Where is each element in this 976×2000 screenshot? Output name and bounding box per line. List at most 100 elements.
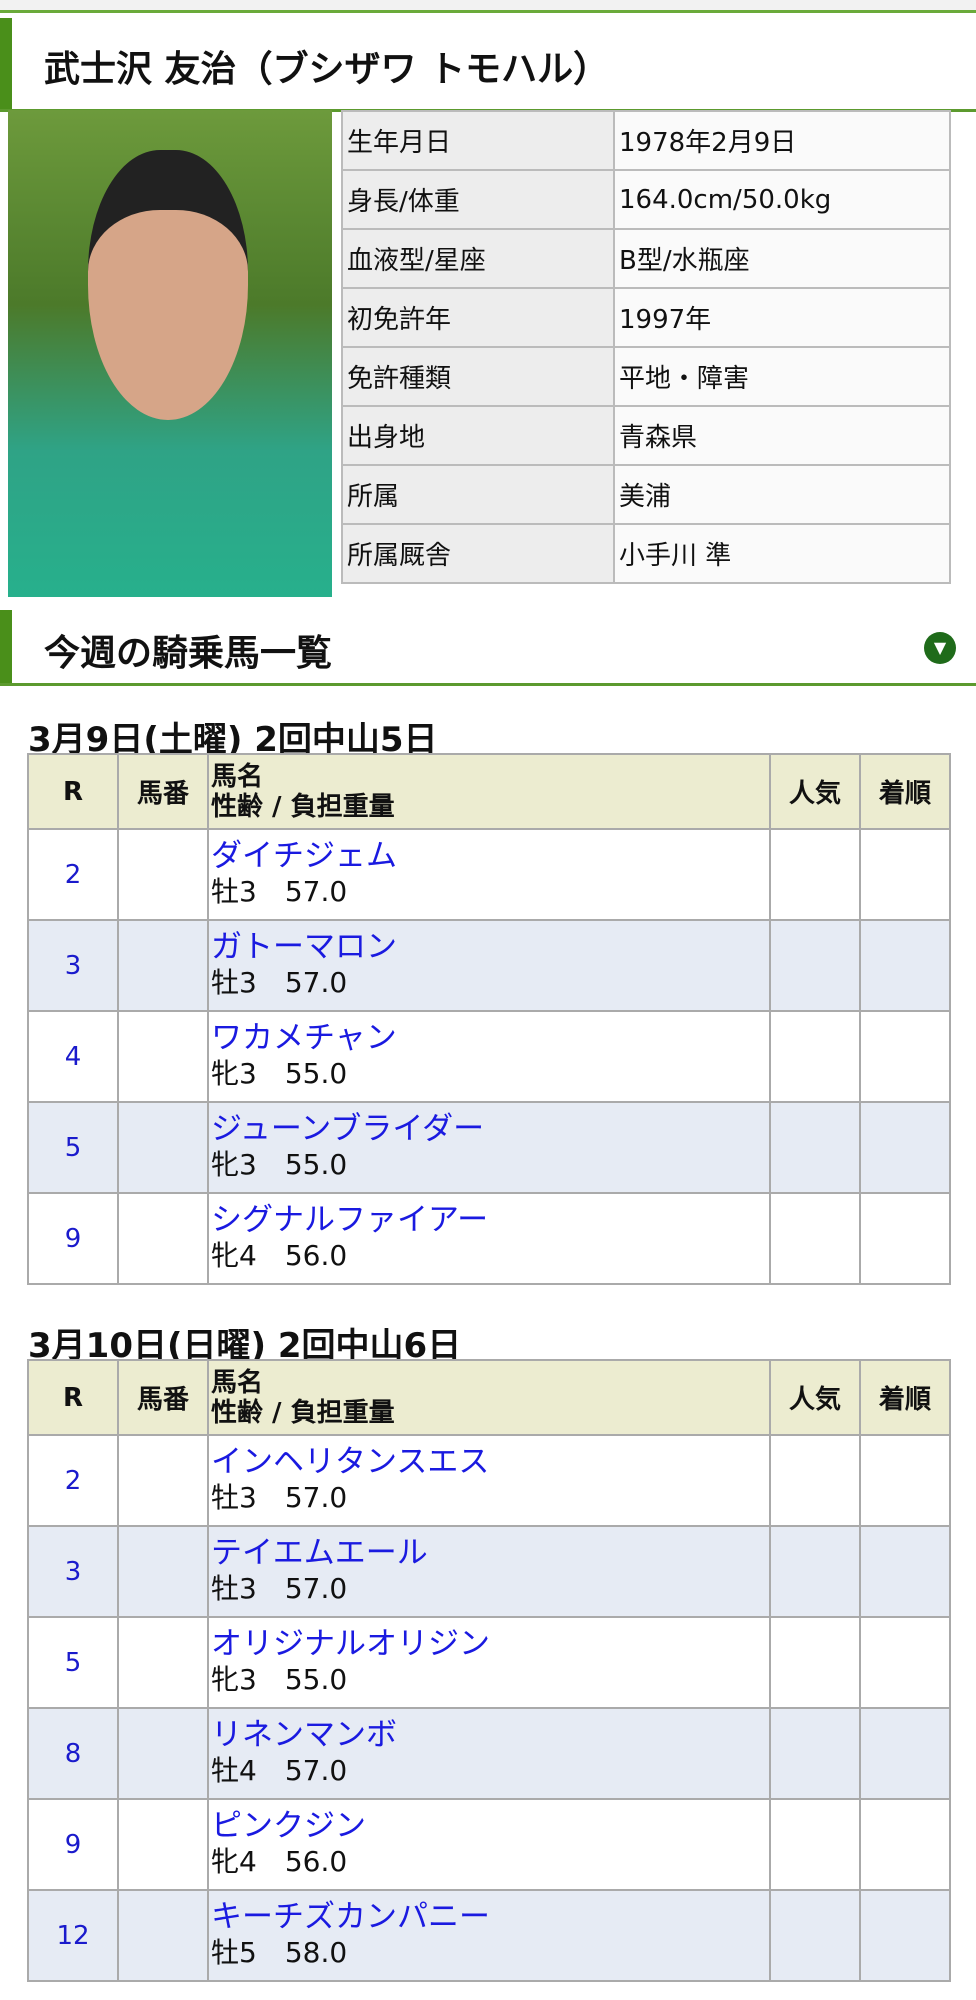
profile-label: 身長/体重: [341, 169, 615, 230]
horse-name-link[interactable]: オリジナルオリジン: [211, 1626, 490, 1662]
horse-number: [117, 919, 209, 1012]
header-accent: [0, 18, 12, 109]
profile-label: 所属: [341, 464, 615, 525]
horse-info: 牡4 57.0: [211, 1754, 348, 1787]
horse-info: 牝3 55.0: [211, 1057, 348, 1090]
horse-info: 牝3 55.0: [211, 1148, 348, 1181]
col-order: 着順: [859, 753, 951, 830]
horse-info: 牝3 55.0: [211, 1663, 348, 1696]
race-number[interactable]: 9: [27, 1798, 119, 1891]
profile-value: 平地・障害: [613, 346, 951, 407]
horse-number: [117, 1525, 209, 1618]
table-row: 5 オリジナルオリジン 牝3 55.0: [27, 1616, 951, 1709]
horse-name-link[interactable]: ワカメチャン: [211, 1020, 397, 1056]
profile-row: 初免許年 1997年: [341, 287, 951, 348]
finish-order: [859, 1010, 951, 1103]
table-row: 3 ガトーマロン 牡3 57.0: [27, 919, 951, 1012]
horse-cell: テイエムエール 牡3 57.0: [207, 1525, 771, 1618]
profile-row: 身長/体重 164.0cm/50.0kg: [341, 169, 951, 230]
table-header: R 馬番 馬名 性齢 / 負担重量 人気 着順: [27, 753, 951, 830]
popularity: [769, 1798, 861, 1891]
race-number[interactable]: 3: [27, 919, 119, 1012]
horse-number: [117, 1010, 209, 1103]
finish-order: [859, 1192, 951, 1285]
col-pop: 人気: [769, 1359, 861, 1436]
race-number[interactable]: 5: [27, 1101, 119, 1194]
race-number[interactable]: 2: [27, 1434, 119, 1527]
jockey-name: 武士沢 友治（ブシザワ トモハル）: [44, 49, 610, 90]
horse-name-link[interactable]: ダイチジェム: [211, 838, 397, 874]
section-title: 今週の騎乗馬一覧: [44, 633, 333, 674]
horse-number: [117, 1707, 209, 1800]
horse-name-link[interactable]: ガトーマロン: [211, 929, 397, 965]
popularity: [769, 919, 861, 1012]
finish-order: [859, 919, 951, 1012]
profile-row: 免許種類 平地・障害: [341, 346, 951, 407]
triangle-down-icon[interactable]: ▼: [924, 632, 956, 664]
horse-name-link[interactable]: キーチズカンパニー: [211, 1899, 490, 1935]
top-border: [0, 0, 976, 13]
jockey-photo: [8, 110, 332, 597]
section-header[interactable]: 今週の騎乗馬一覧 ▼: [0, 610, 976, 686]
col-num: 馬番: [117, 753, 209, 830]
profile-row: 出身地 青森県: [341, 405, 951, 466]
horse-name-link[interactable]: インヘリタンスエス: [211, 1444, 490, 1480]
profile-label: 生年月日: [341, 110, 615, 171]
profile-value: 美浦: [613, 464, 951, 525]
horse-number: [117, 1192, 209, 1285]
horse-number: [117, 828, 209, 921]
profile-value: 164.0cm/50.0kg: [613, 169, 951, 230]
horse-cell: キーチズカンパニー 牡5 58.0: [207, 1889, 771, 1982]
horse-cell: ダイチジェム 牡3 57.0: [207, 828, 771, 921]
race-number[interactable]: 5: [27, 1616, 119, 1709]
header-accent: [0, 610, 12, 683]
profile-label: 出身地: [341, 405, 615, 466]
race-number[interactable]: 4: [27, 1010, 119, 1103]
col-order: 着順: [859, 1359, 951, 1436]
col-r: R: [27, 1359, 119, 1436]
horse-cell: ピンクジン 牝4 56.0: [207, 1798, 771, 1891]
horse-name-link[interactable]: ピンクジン: [211, 1808, 366, 1844]
profile-row: 所属 美浦: [341, 464, 951, 525]
finish-order: [859, 1798, 951, 1891]
race-number[interactable]: 3: [27, 1525, 119, 1618]
finish-order: [859, 1101, 951, 1194]
horse-info: 牝4 56.0: [211, 1845, 348, 1878]
col-horse: 馬名 性齢 / 負担重量: [207, 1359, 771, 1436]
finish-order: [859, 1616, 951, 1709]
race-table: R 馬番 馬名 性齢 / 負担重量 人気 着順 2 インヘリタンスエス 牡3 57.…: [27, 1359, 951, 1982]
popularity: [769, 1707, 861, 1800]
col-horse: 馬名 性齢 / 負担重量: [207, 753, 771, 830]
horse-name-link[interactable]: ジューンブライダー: [211, 1111, 485, 1147]
race-number[interactable]: 12: [27, 1889, 119, 1982]
horse-name-link[interactable]: シグナルファイアー: [211, 1202, 489, 1238]
profile-table: 生年月日 1978年2月9日 身長/体重 164.0cm/50.0kg 血液型/星座 B型…: [341, 110, 951, 584]
horse-number: [117, 1616, 209, 1709]
profile-row: 生年月日 1978年2月9日: [341, 110, 951, 171]
profile-row: 所属厩舎 小手川 準: [341, 523, 951, 584]
horse-cell: リネンマンボ 牡4 57.0: [207, 1707, 771, 1800]
col-r: R: [27, 753, 119, 830]
profile-label: 所属厩舎: [341, 523, 615, 584]
col-horse-name: 馬名: [211, 761, 264, 792]
col-num: 馬番: [117, 1359, 209, 1436]
table-row: 9 ピンクジン 牝4 56.0: [27, 1798, 951, 1891]
table-row: 5 ジューンブライダー 牝3 55.0: [27, 1101, 951, 1194]
race-number[interactable]: 9: [27, 1192, 119, 1285]
horse-name-link[interactable]: テイエムエール: [211, 1535, 428, 1571]
horse-info: 牝4 56.0: [211, 1239, 348, 1272]
popularity: [769, 828, 861, 921]
horse-name-link[interactable]: リネンマンボ: [211, 1717, 397, 1753]
profile-label: 血液型/星座: [341, 228, 615, 289]
race-number[interactable]: 8: [27, 1707, 119, 1800]
table-row: 3 テイエムエール 牡3 57.0: [27, 1525, 951, 1618]
race-number[interactable]: 2: [27, 828, 119, 921]
col-horse-name: 馬名: [211, 1367, 264, 1398]
horse-info: 牡5 58.0: [211, 1936, 348, 1969]
horse-info: 牡3 57.0: [211, 1481, 348, 1514]
race-table: R 馬番 馬名 性齢 / 負担重量 人気 着順 2 ダイチジェム 牡3 57.0 3…: [27, 753, 951, 1285]
table-row: 12 キーチズカンパニー 牡5 58.0: [27, 1889, 951, 1982]
popularity: [769, 1616, 861, 1709]
face-illustration: [88, 150, 248, 420]
table-header: R 馬番 馬名 性齢 / 負担重量 人気 着順: [27, 1359, 951, 1436]
